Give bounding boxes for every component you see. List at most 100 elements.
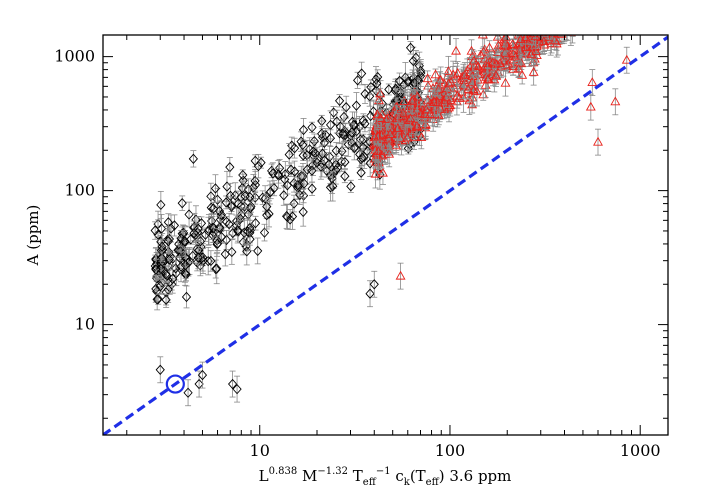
x-tick-label: 1000 — [620, 441, 661, 460]
data-point-diamond — [210, 183, 221, 194]
data-point-triangle — [527, 46, 538, 56]
data-point-triangle — [560, 27, 568, 34]
data-point-diamond — [194, 245, 204, 256]
data-point-triangle — [556, 19, 564, 27]
data-point-triangle — [562, 11, 570, 19]
x-tick-label: 10 — [250, 441, 270, 460]
data-point-triangle — [558, 22, 566, 30]
data-point-triangle — [373, 146, 384, 156]
data-point-diamond — [207, 222, 218, 234]
data-point-triangle — [510, 51, 521, 61]
data-point-triangle — [557, 0, 565, 5]
data-point-triangle — [510, 25, 518, 33]
data-point-triangle — [539, 20, 547, 28]
data-point-triangle — [526, 35, 537, 37]
data-point-diamond — [242, 246, 252, 257]
data-point-triangle — [556, 12, 564, 20]
data-point-triangle — [542, 20, 550, 28]
data-point-triangle — [422, 94, 433, 104]
data-point-triangle — [443, 78, 454, 88]
data-point-diamond — [312, 157, 322, 168]
data-point-triangle — [395, 133, 406, 143]
data-point-diamond — [208, 203, 219, 214]
data-point-diamond — [360, 88, 370, 100]
data-point-diamond — [308, 146, 318, 157]
data-point-diamond — [224, 219, 234, 230]
data-point-diamond — [239, 201, 250, 212]
data-point-triangle — [545, 35, 556, 36]
data-point-triangle — [444, 100, 455, 110]
data-point-diamond — [188, 153, 198, 165]
data-point-diamond — [181, 291, 192, 303]
data-point-triangle — [369, 132, 380, 142]
data-point-triangle — [540, 24, 548, 32]
data-point-diamond — [212, 194, 223, 205]
data-point-triangle — [569, 6, 577, 14]
data-point-diamond — [334, 95, 345, 106]
data-point-diamond — [203, 226, 214, 237]
data-point-triangle — [500, 77, 511, 87]
data-point-triangle — [565, 9, 573, 17]
data-point-diamond — [331, 164, 341, 176]
data-point-triangle — [536, 20, 544, 28]
data-point-diamond — [238, 169, 248, 181]
data-point-diamond — [188, 250, 198, 262]
data-point-diamond — [236, 200, 246, 212]
data-point-triangle — [566, 3, 574, 11]
data-point-diamond — [298, 206, 308, 218]
data-point-triangle — [444, 102, 454, 112]
x-axis-title-sub1: eff — [363, 477, 377, 488]
data-point-diamond — [192, 243, 202, 255]
data-point-diamond — [299, 178, 309, 189]
data-point-diamond — [359, 151, 369, 163]
data-point-triangle — [555, 10, 563, 18]
data-point-triangle — [569, 5, 577, 13]
data-point-triangle — [565, 15, 573, 23]
data-point-diamond — [150, 260, 160, 272]
x-axis-title-mid2: T — [348, 467, 363, 485]
data-point-diamond — [325, 119, 336, 131]
data-point-diamond — [253, 160, 263, 172]
data-point-triangle — [542, 13, 550, 21]
data-point-diamond — [358, 142, 368, 153]
data-point-triangle — [566, 4, 574, 12]
plot-layer — [103, 0, 668, 435]
data-point-diamond — [357, 152, 367, 163]
data-point-triangle — [559, 3, 567, 11]
data-point-diamond — [307, 183, 317, 194]
data-point-triangle — [499, 47, 510, 57]
data-point-triangle — [537, 13, 545, 21]
data-point-triangle — [548, 23, 556, 31]
data-point-triangle — [545, 24, 553, 32]
data-point-diamond — [250, 175, 260, 187]
data-point-triangle — [513, 63, 524, 73]
data-point-triangle — [477, 35, 488, 39]
data-point-diamond — [282, 180, 292, 191]
data-point-triangle — [568, 1, 576, 9]
data-point-diamond — [259, 227, 270, 238]
x-axis-title-sub2: k — [404, 477, 411, 488]
data-point-triangle — [564, 15, 572, 23]
data-point-triangle — [565, 19, 573, 27]
data-point-triangle — [377, 167, 388, 177]
data-point-triangle — [484, 42, 495, 52]
data-point-triangle — [560, 0, 568, 4]
data-point-triangle — [565, 20, 573, 28]
data-point-diamond — [233, 226, 243, 237]
data-point-triangle — [566, 6, 574, 14]
data-point-diamond — [307, 122, 317, 133]
data-point-diamond — [176, 261, 186, 272]
data-point-triangle — [421, 104, 432, 114]
data-point-diamond — [206, 255, 216, 267]
x-axis-title-exp1: 0.838 — [269, 466, 298, 477]
data-point-triangle — [466, 45, 477, 55]
data-point-diamond — [268, 168, 278, 179]
data-point-triangle — [381, 114, 392, 123]
data-point-diamond — [319, 137, 329, 149]
data-point-triangle — [546, 11, 554, 19]
data-point-triangle — [405, 113, 416, 123]
data-point-triangle — [468, 85, 479, 95]
data-point-diamond — [394, 75, 405, 87]
data-point-diamond — [212, 263, 222, 274]
data-point-diamond — [177, 198, 187, 209]
